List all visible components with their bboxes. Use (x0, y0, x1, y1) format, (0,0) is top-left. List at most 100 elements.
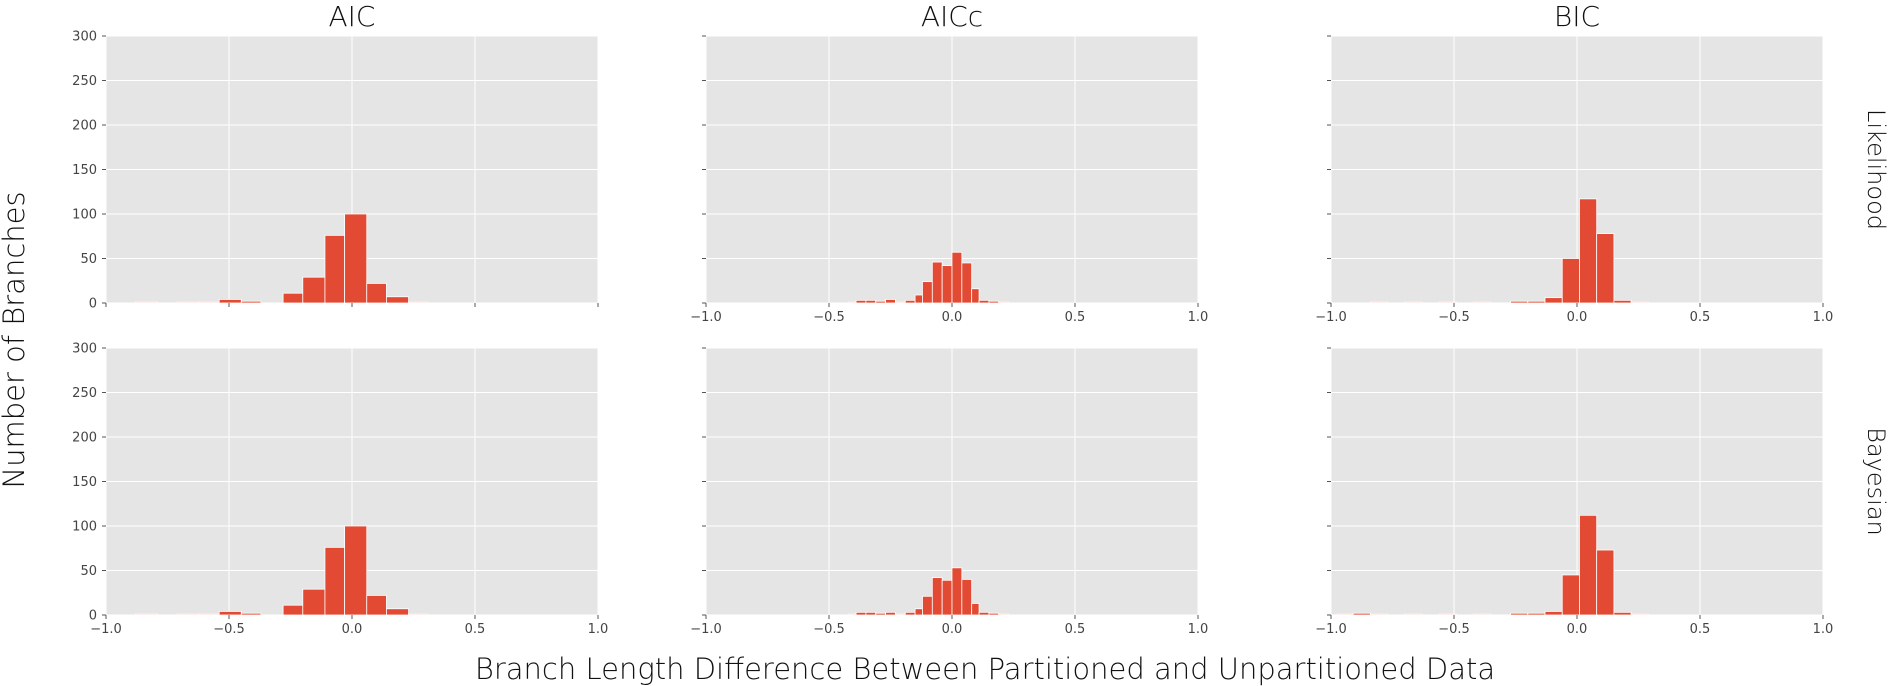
y-tick-label: 250 (72, 74, 97, 89)
histogram-bar (961, 579, 973, 616)
histogram-bar (324, 546, 346, 616)
figure-y-axis-label: Number of Branches (0, 191, 31, 488)
histogram-bar (941, 265, 953, 304)
histogram-bar (904, 611, 916, 616)
histogram-bar (978, 299, 990, 304)
row-label: Likelihood (1862, 109, 1890, 230)
histogram-bar (408, 613, 429, 616)
column-title: AICc (921, 0, 983, 33)
histogram-bar (176, 301, 200, 304)
x-tick-label: 1.0 (1813, 310, 1834, 325)
histogram-bar (1527, 300, 1546, 304)
histogram-panel: −1.0 −0.5 0.0 0.5 1.0 Bayesian (1315, 347, 1890, 637)
x-tick-label: −1.0 (90, 622, 122, 637)
histogram-bar (1473, 613, 1492, 616)
histogram-bar (302, 588, 326, 616)
x-tick-label: 1.0 (1188, 310, 1209, 325)
y-tick-label: 0 (89, 609, 97, 624)
histogram-bar (895, 301, 906, 304)
histogram-bar (1596, 233, 1615, 304)
histogram-bar (1369, 301, 1388, 304)
x-tick-label: −0.5 (813, 622, 845, 637)
histogram-panel: −1.0 −0.5 0.0 0.5 1.0 (690, 347, 1209, 637)
y-tick-label: 50 (80, 252, 97, 267)
x-tick-label: 0.5 (1690, 622, 1711, 637)
histogram-bar (344, 213, 368, 304)
histogram-bar (931, 261, 943, 304)
histogram-bar (240, 612, 262, 616)
histogram-bar (1596, 549, 1615, 616)
x-tick-label: 0.5 (1690, 310, 1711, 325)
y-tick-label: 50 (80, 564, 97, 579)
x-tick-label: 0.5 (465, 622, 486, 637)
histogram-bar (1544, 611, 1563, 616)
histogram-bar (1561, 258, 1580, 304)
histogram-bar (1404, 613, 1423, 616)
x-tick-label: 0.0 (342, 622, 363, 637)
histogram-bar (1404, 301, 1423, 304)
histogram-bar (848, 613, 857, 616)
histogram-bar (855, 299, 867, 304)
column-title: BIC (1554, 0, 1600, 33)
histogram-bar (1630, 301, 1649, 304)
histogram-bar (848, 301, 857, 304)
histogram-bar (865, 299, 877, 304)
histogram-bar (218, 299, 242, 304)
x-tick-label: 0.0 (942, 310, 963, 325)
y-tick-label: 150 (72, 475, 97, 490)
histogram-bar (885, 611, 896, 616)
histogram-bar (875, 300, 886, 304)
y-tick-label: 200 (72, 119, 97, 134)
x-tick-label: −1.0 (690, 310, 722, 325)
y-tick-label: 0 (89, 297, 97, 312)
histogram-bar (922, 281, 933, 304)
x-tick-label: 0.5 (1065, 310, 1086, 325)
figure-x-axis-label: Branch Length Difference Between Partiti… (475, 652, 1495, 686)
histogram-bar (895, 613, 906, 616)
histogram-bar (282, 292, 304, 304)
histogram-bar (135, 613, 159, 616)
y-tick-label: 200 (72, 431, 97, 446)
y-tick-label: 300 (72, 30, 97, 45)
histogram-bar (199, 613, 220, 616)
x-tick-label: −0.5 (813, 310, 845, 325)
histogram-bar (914, 294, 923, 304)
histogram-bar (951, 251, 963, 304)
histogram-bar (1579, 514, 1598, 616)
panels-layer: 0 50 100 150 200 250 300 AIC −1.0 −0.5 0.0 0.5 1.0 AI… (72, 0, 1890, 637)
x-tick-label: −0.5 (213, 622, 245, 637)
histogram-bar (998, 613, 1009, 616)
histogram-bar (971, 288, 980, 304)
x-tick-label: −0.5 (1438, 310, 1470, 325)
histogram-bar (1352, 612, 1371, 616)
histogram-bar (1438, 613, 1457, 616)
histogram-bar (1613, 299, 1632, 304)
histogram-bar (344, 525, 368, 616)
histogram-bar (1473, 301, 1492, 304)
histogram-bar (1561, 574, 1580, 616)
histogram-bar (855, 611, 867, 616)
column-title: AIC (329, 0, 376, 33)
histogram-bar (218, 611, 242, 616)
histogram-bar (971, 603, 980, 616)
x-tick-label: 1.0 (588, 622, 609, 637)
histogram-bar (978, 611, 990, 616)
x-tick-label: −0.5 (1438, 622, 1470, 637)
x-tick-label: 0.0 (1567, 310, 1588, 325)
y-tick-label: 100 (72, 208, 97, 223)
histogram-bar (1613, 611, 1632, 616)
y-tick-label: 300 (72, 342, 97, 357)
histogram-bar (199, 301, 220, 304)
histogram-panel: 0 50 100 150 200 250 300 −1.0 −0.5 0.0 0.5 1.0 (72, 342, 608, 638)
histogram-bar (1579, 198, 1598, 304)
histogram-bar (366, 283, 387, 304)
histogram-bar (1510, 612, 1529, 616)
histogram-bar (998, 301, 1009, 304)
x-tick-label: 1.0 (1188, 622, 1209, 637)
histogram-bar (885, 299, 896, 304)
histogram-bar (408, 301, 429, 304)
histogram-bar (1510, 300, 1529, 304)
histogram-bar (386, 296, 409, 304)
histogram-bar (1335, 613, 1354, 616)
